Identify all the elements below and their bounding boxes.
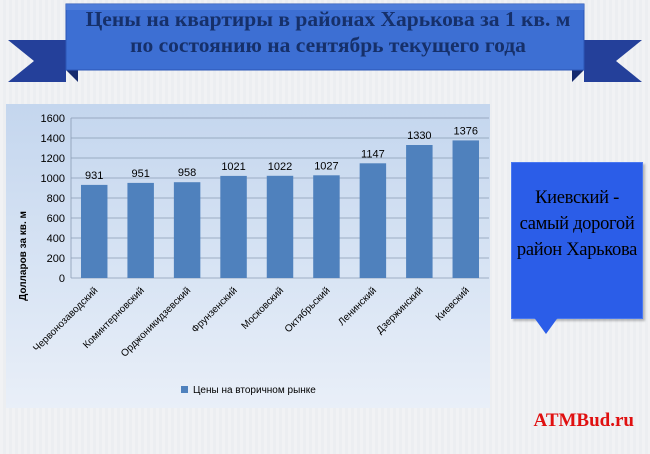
bar <box>80 184 108 278</box>
data-label: 1376 <box>454 125 478 137</box>
data-label: 958 <box>178 167 196 179</box>
legend-swatch <box>181 386 188 393</box>
x-tick-label: Ленинский <box>336 285 379 328</box>
brand-watermark: ATMBud.ru <box>533 410 634 431</box>
y-axis-ticks: 0 200 400 600 800 1000 1200 1400 1600 <box>41 113 65 285</box>
bars <box>80 140 480 278</box>
callout-text: Киевский - самый дорогой район Харькова <box>512 185 642 263</box>
bar <box>406 145 433 278</box>
ribbon-left-tail <box>8 40 66 82</box>
data-label: 1021 <box>221 161 245 173</box>
title-ribbon: Цены на квартиры в районах Харькова за 1… <box>0 0 650 95</box>
legend: Цены на вторичном рынке <box>181 385 316 396</box>
y-tick-label: 1600 <box>41 113 65 125</box>
y-tick-label: 600 <box>47 213 65 225</box>
y-tick-label: 400 <box>47 233 65 245</box>
x-tick-label: Московский <box>240 285 287 332</box>
data-label: 931 <box>85 170 103 182</box>
data-labels: 931 951 958 1021 1022 1027 1147 1330 1376 <box>85 125 478 181</box>
title-line-1: Цены на квартиры в районах Харькова за 1… <box>85 7 571 31</box>
bar-chart: 0 200 400 600 800 1000 1200 1400 1600 931 951 958 1… <box>18 113 489 396</box>
data-label: 1022 <box>268 161 292 173</box>
data-label: 1147 <box>361 148 385 160</box>
callout-line-1: Киевский - <box>535 188 619 208</box>
legend-label: Цены на вторичном рынке <box>193 385 316 396</box>
callout-pointer <box>533 316 559 334</box>
x-tick-label: Дзержинский <box>375 285 426 336</box>
y-tick-label: 1200 <box>41 153 65 165</box>
y-tick-label: 0 <box>59 273 65 285</box>
bar <box>173 182 201 278</box>
data-label: 1027 <box>314 160 338 172</box>
x-tick-label: Киевский <box>434 285 472 323</box>
callout-line-3: район Харькова <box>516 240 638 260</box>
ribbon-right-tail <box>584 40 642 82</box>
bar <box>220 175 247 278</box>
chart-panel: 0 200 400 600 800 1000 1200 1400 1600 931 951 958 1… <box>6 104 490 408</box>
ribbon-front <box>65 3 585 71</box>
title-line-2: по состоянию на сентябрь текущего года <box>130 33 526 57</box>
bar <box>266 175 294 278</box>
y-tick-label: 200 <box>47 253 65 265</box>
bar <box>359 163 387 278</box>
page-title: Цены на квартиры в районах Харькова за 1… <box>68 6 588 68</box>
ribbon-shape <box>8 3 642 82</box>
bar <box>452 140 480 278</box>
x-axis-ticks: ЧервонозаводскийКоминтерновскийОрджоники… <box>31 285 472 360</box>
x-tick-label: Фрунзенский <box>190 285 240 335</box>
y-tick-label: 1400 <box>41 133 65 145</box>
y-axis-label: Долларов за кв. м <box>18 211 29 301</box>
x-tick-label: Октябрьский <box>282 285 332 335</box>
y-tick-label: 1000 <box>41 173 65 185</box>
bar <box>313 175 340 278</box>
callout-line-2: самый дорогой <box>519 214 635 234</box>
ribbon-right-fold <box>572 70 584 82</box>
bar <box>127 182 154 278</box>
ribbon-left-fold <box>66 70 78 82</box>
data-label: 1330 <box>407 130 431 142</box>
y-tick-label: 800 <box>47 193 65 205</box>
data-label: 951 <box>131 168 149 180</box>
callout-box: Киевский - самый дорогой район Харькова <box>511 162 643 319</box>
